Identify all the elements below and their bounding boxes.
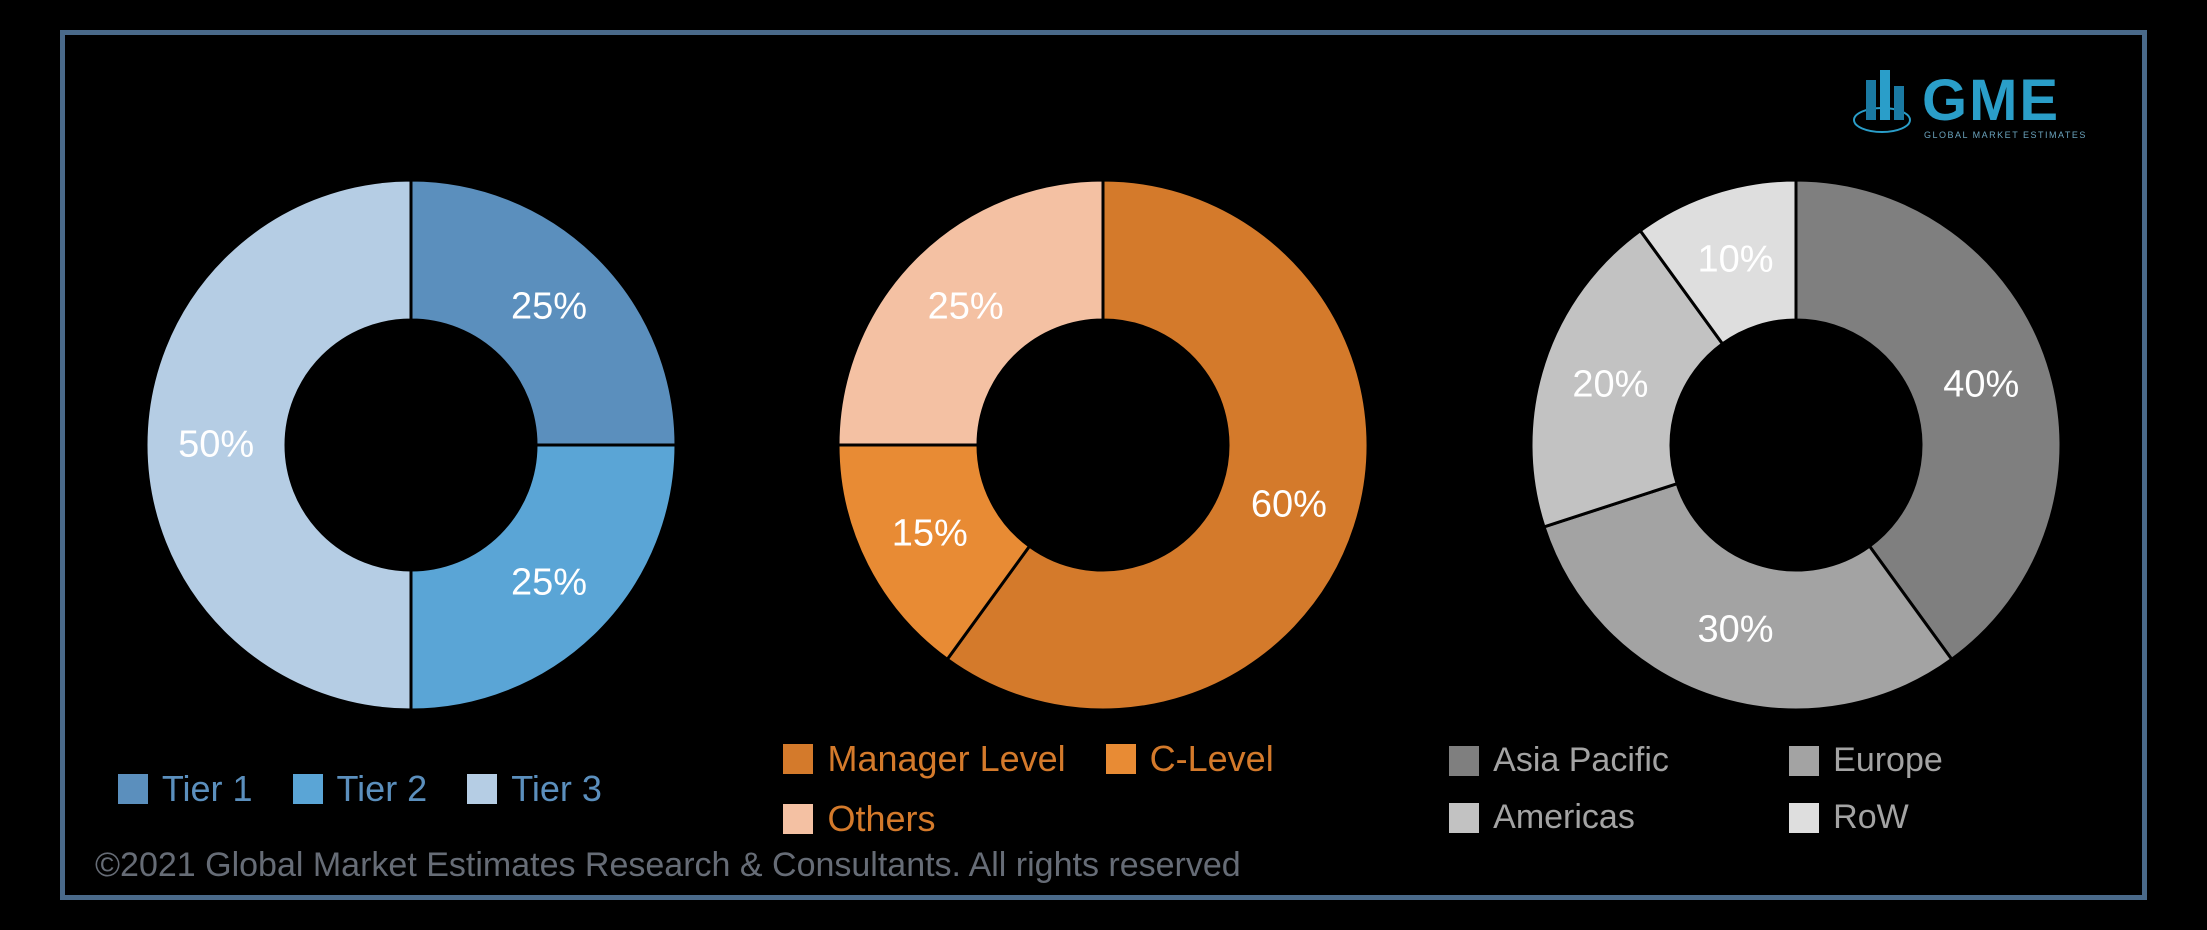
level-donut-chart: 60% 15% 25% (823, 165, 1383, 725)
level-chart-label-2: 25% (928, 286, 1004, 329)
region-chart-legend-swatch-0 (1449, 746, 1479, 776)
tier-chart-legend-label-1: Tier 2 (337, 768, 428, 810)
region-chart-legend-label-0: Asia Pacific (1493, 741, 1669, 780)
region-donut-chart: 40% 30% 20% 10% (1516, 165, 2076, 725)
region-chart-legend-item-3: RoW (1789, 798, 2089, 837)
region-chart-legend-swatch-3 (1789, 803, 1819, 833)
logo-text-main: GME (1922, 68, 2060, 133)
tier-chart-legend-swatch-0 (118, 774, 148, 804)
level-legend: Manager Level C-Level Others (783, 738, 1343, 840)
level-chart-label-1: 15% (892, 512, 968, 555)
region-chart-legend-swatch-1 (1789, 746, 1819, 776)
region-chart-label-2: 20% (1572, 363, 1648, 406)
logo-text-sub: GLOBAL MARKET ESTIMATES (1924, 130, 2087, 140)
level-chart-legend-item-0: Manager Level (783, 738, 1065, 780)
level-chart-legend-item-2: Others (783, 798, 935, 840)
tier-chart-label-1: 25% (511, 561, 587, 604)
level-chart-legend-item-1: C-Level (1106, 738, 1274, 780)
region-chart-slice-1 (1544, 484, 1952, 710)
region-chart-label-1: 30% (1698, 609, 1774, 652)
logo-icon (1854, 70, 1910, 132)
tier-donut-chart: 25% 25% 50% (131, 165, 691, 725)
level-chart-legend-label-1: C-Level (1150, 738, 1274, 780)
level-chart-legend-swatch-1 (1106, 744, 1136, 774)
tier-chart-legend-swatch-1 (293, 774, 323, 804)
chart-frame: GME GLOBAL MARKET ESTIMATES 25% 25% 50% 60… (60, 30, 2147, 900)
region-chart-legend-label-1: Europe (1833, 741, 1943, 780)
region-chart-legend-item-0: Asia Pacific (1449, 741, 1749, 780)
tier-chart-legend-label-2: Tier 3 (511, 768, 602, 810)
tier-chart-legend-label-0: Tier 1 (162, 768, 253, 810)
region-chart-legend-item-1: Europe (1789, 741, 2089, 780)
tier-chart-label-0: 25% (511, 286, 587, 329)
level-chart-legend-label-0: Manager Level (827, 738, 1065, 780)
level-chart-svg (823, 165, 1383, 725)
level-chart-label-0: 60% (1251, 484, 1327, 527)
region-chart-legend-label-2: Americas (1493, 798, 1635, 837)
region-chart-legend-label-3: RoW (1833, 798, 1909, 837)
gme-logo-svg: GME GLOBAL MARKET ESTIMATES (1852, 50, 2112, 160)
tier-chart-legend-swatch-2 (467, 774, 497, 804)
tier-chart-label-2: 50% (178, 424, 254, 467)
region-legend: Asia Pacific Europe Americas RoW (1449, 738, 2089, 840)
tier-chart-legend-item-2: Tier 3 (467, 768, 602, 810)
legends-area: Tier 1 Tier 2 Tier 3 Manager Level C-Level O… (65, 738, 2142, 840)
region-chart-label-0: 40% (1943, 363, 2019, 406)
level-chart-legend-swatch-2 (783, 804, 813, 834)
level-chart-legend-swatch-0 (783, 744, 813, 774)
region-chart-legend-item-2: Americas (1449, 798, 1749, 837)
gme-logo: GME GLOBAL MARKET ESTIMATES (1852, 50, 2112, 165)
level-chart-legend-label-2: Others (827, 798, 935, 840)
tier-chart-legend-item-0: Tier 1 (118, 768, 253, 810)
tier-chart-legend-item-1: Tier 2 (293, 768, 428, 810)
copyright-text: ©2021 Global Market Estimates Research &… (95, 846, 1241, 885)
region-chart-label-3: 10% (1698, 238, 1774, 281)
region-chart-svg (1516, 165, 2076, 725)
tier-legend: Tier 1 Tier 2 Tier 3 (118, 738, 678, 840)
charts-row: 25% 25% 50% 60% 15% 25% 40% 30% 20% 10% (65, 165, 2142, 725)
region-chart-legend-swatch-2 (1449, 803, 1479, 833)
